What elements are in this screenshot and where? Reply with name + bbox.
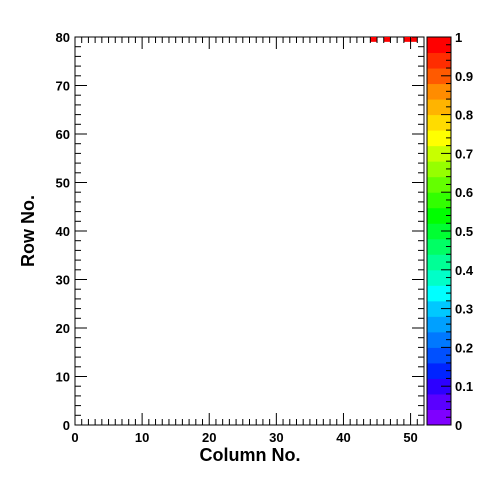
color-scale-label: 1 [455,30,462,45]
color-scale-label: 0.1 [455,379,473,394]
x-tick-label: 20 [202,430,216,445]
color-scale-label: 0.9 [455,69,473,84]
color-scale-label: 0.3 [455,302,473,317]
color-scale-band [427,207,451,224]
color-scale-band [427,409,451,426]
color-scale-band [427,68,451,85]
x-tick-label: 40 [336,430,350,445]
x-axis-title: Column No. [200,445,301,465]
y-tick-label: 30 [56,273,70,288]
color-scale-band [427,300,451,317]
color-scale-band [427,114,451,131]
color-scale-band [427,130,451,147]
color-scale-band [427,83,451,100]
color-scale-band [427,285,451,302]
y-tick-label: 70 [56,79,70,94]
x-tick-label: 30 [269,430,283,445]
plot-frame [74,36,425,426]
y-tick-label: 40 [56,224,70,239]
color-scale-band [427,347,451,364]
color-scale-band [427,362,451,379]
heatmap-cell [370,37,378,42]
y-tick-label: 50 [56,176,70,191]
color-scale-band [427,192,451,209]
y-axis-title: Row No. [18,195,38,267]
color-scale-band [427,145,451,162]
color-scale-label: 0.8 [455,108,473,123]
color-scale-band [427,176,451,193]
y-tick-label: 80 [56,30,70,45]
color-scale-label: 0.7 [455,146,473,161]
y-tick-label: 20 [56,321,70,336]
color-scale-band [427,99,451,116]
y-axis: 0 10 20 30 40 50 60 70 80 [56,30,424,433]
color-scale-band [427,37,451,54]
color-scale-band [427,52,451,69]
color-scale-label: 0.6 [455,185,473,200]
y-tick-label: 0 [63,418,70,433]
y-tick-label: 10 [56,370,70,385]
x-axis: 0 10 20 30 40 50 [71,37,425,445]
color-scale-band [427,238,451,255]
color-scale-band [427,269,451,286]
color-scale: 0 0.1 0.2 0.3 0.4 0.5 0.6 0.7 0.8 0.9 1 [426,30,474,433]
heatmap-cell [403,37,411,42]
color-scale-band [427,223,451,240]
x-tick-label: 0 [71,430,78,445]
color-scale-band [427,254,451,271]
color-scale-band [427,393,451,410]
color-scale-label: 0.4 [455,263,474,278]
heatmap-cells [370,37,418,42]
color-scale-band [427,378,451,395]
x-tick-label: 50 [403,430,417,445]
color-scale-label: 0.5 [455,224,473,239]
color-scale-label: 0.2 [455,340,473,355]
color-scale-band [427,316,451,333]
x-tick-label: 10 [135,430,149,445]
plot-area: 0 10 20 30 40 50 0 10 20 30 40 50 60 70 80 [56,30,425,445]
color-scale-band [427,161,451,178]
color-scale-label: 0 [455,418,462,433]
color-scale-band [427,331,451,348]
heatmap-cell [410,37,418,42]
y-tick-label: 60 [56,127,70,142]
heatmap-cell [383,37,391,42]
